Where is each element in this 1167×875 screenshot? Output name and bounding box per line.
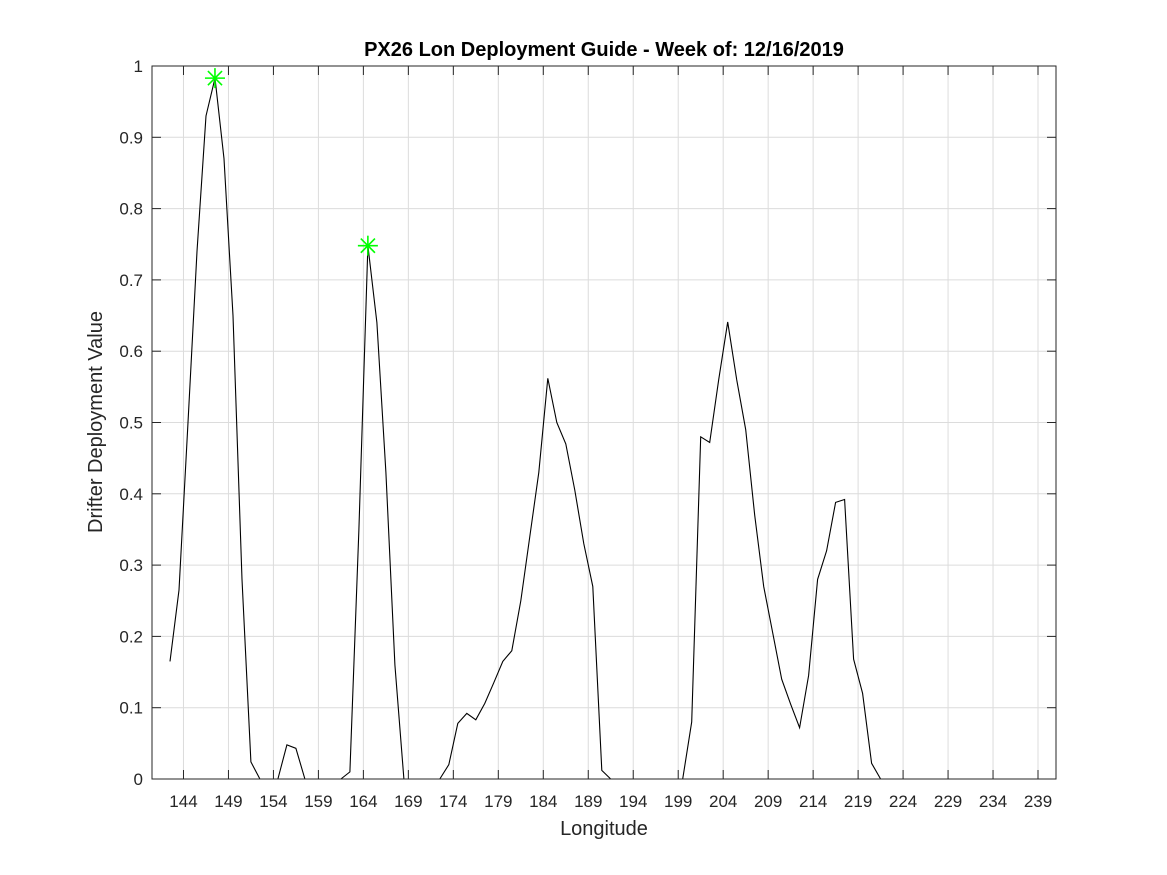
y-tick-label: 0.9 — [119, 128, 143, 147]
x-tick-label: 194 — [619, 792, 647, 811]
x-tick-label: 169 — [394, 792, 422, 811]
x-tick-label: 204 — [709, 792, 737, 811]
y-tick-label: 0.2 — [119, 627, 143, 646]
x-tick-label: 199 — [664, 792, 692, 811]
marker-stroke — [360, 238, 376, 254]
x-tick-label: 239 — [1024, 792, 1052, 811]
x-tick-label: 144 — [169, 792, 197, 811]
marker-group — [204, 68, 378, 256]
tick-group: 144 149 154 159 164 169 174 179 184 189 194 199 204 2… — [119, 57, 1056, 811]
x-tick-label: 164 — [349, 792, 377, 811]
y-tick-label: 0.8 — [119, 200, 143, 219]
x-tick-label: 179 — [484, 792, 512, 811]
x-axis-label: Longitude — [560, 818, 648, 840]
x-tick-label: 214 — [799, 792, 827, 811]
x-tick-label: 219 — [844, 792, 872, 811]
x-tick-label: 184 — [529, 792, 557, 811]
y-tick-label: 1 — [134, 57, 143, 76]
y-axis-label: Drifter Deployment Value — [85, 311, 107, 533]
peak-marker — [357, 235, 378, 256]
x-tick-label: 149 — [214, 792, 242, 811]
y-tick-label: 0.4 — [119, 485, 143, 504]
x-tick-label: 229 — [934, 792, 962, 811]
x-tick-label: 174 — [439, 792, 467, 811]
x-tick-label: 209 — [754, 792, 782, 811]
y-tick-label: 0.3 — [119, 556, 143, 575]
x-tick-label: 159 — [304, 792, 332, 811]
x-tick-label: 234 — [979, 792, 1007, 811]
y-tick-label: 0.7 — [119, 271, 143, 290]
y-tick-label: 0 — [134, 770, 143, 789]
x-tick-label: 189 — [574, 792, 602, 811]
x-tick-label: 224 — [889, 792, 917, 811]
chart-title: PX26 Lon Deployment Guide - Week of: 12/… — [364, 39, 844, 61]
x-tick-label: 154 — [259, 792, 287, 811]
grid — [152, 65, 1056, 780]
peak-marker — [204, 68, 225, 89]
y-tick-label: 0.1 — [119, 699, 143, 718]
y-tick-label: 0.5 — [119, 414, 143, 433]
marker-stroke — [207, 70, 223, 86]
y-tick-label: 0.6 — [119, 342, 143, 361]
